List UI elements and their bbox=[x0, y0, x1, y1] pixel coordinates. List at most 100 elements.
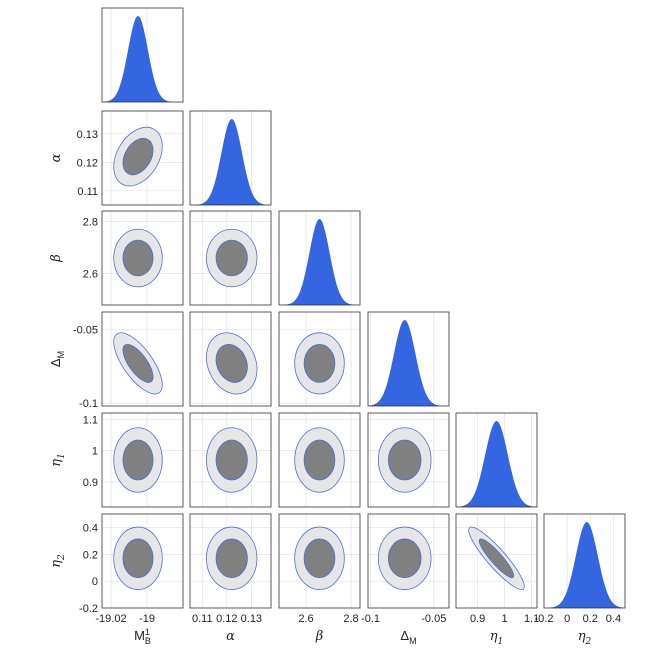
panel-frame bbox=[367, 311, 450, 407]
panel-frame bbox=[278, 210, 361, 306]
contour-68-MB-beta bbox=[122, 239, 154, 277]
panel-eta2-MB bbox=[101, 513, 184, 609]
x-tick-label-eta1: 1 bbox=[502, 613, 508, 625]
x-tick-label-MB: -19 bbox=[139, 613, 155, 625]
y-tick-label-eta2: 0.4 bbox=[83, 522, 98, 534]
x-axis-label-DeltaM: ΔM bbox=[400, 628, 416, 646]
x-tick-label-eta2: 0.2 bbox=[583, 613, 598, 625]
y-tick-label-eta1: 1.1 bbox=[83, 414, 98, 426]
panel-eta1-DeltaM bbox=[367, 412, 450, 508]
panel-DeltaM-MB bbox=[101, 311, 184, 407]
panel-eta2-DeltaM bbox=[367, 513, 450, 609]
y-axis-label-DeltaM: ΔM bbox=[48, 351, 66, 367]
panel-DeltaM-alpha bbox=[189, 311, 272, 407]
panel-frame bbox=[101, 210, 184, 306]
x-axis-label-alpha: α bbox=[226, 629, 235, 644]
panel-alpha-alpha bbox=[189, 110, 272, 206]
x-tick-label-alpha: 0.13 bbox=[241, 613, 262, 625]
y-tick-label-eta1: 0.9 bbox=[83, 477, 98, 489]
x-tick-label-DeltaM: -0.05 bbox=[421, 613, 446, 625]
contour-68-alpha-beta bbox=[215, 239, 248, 277]
panel-eta2-eta1 bbox=[455, 513, 538, 609]
marginal-density-alpha bbox=[190, 119, 271, 205]
panel-eta1-beta bbox=[278, 412, 361, 508]
y-tick-label-eta2: -0.2 bbox=[79, 603, 98, 615]
panel-frame bbox=[189, 210, 272, 306]
panel-frame bbox=[101, 412, 184, 508]
panel-beta-beta bbox=[278, 210, 361, 306]
panel-frame bbox=[455, 513, 538, 609]
panel-alpha-MB bbox=[101, 110, 184, 206]
panel-frame bbox=[367, 513, 450, 609]
panel-frame bbox=[189, 110, 272, 206]
contour-68-MB-eta2 bbox=[122, 538, 154, 579]
contour-68-DeltaM-eta2 bbox=[387, 538, 422, 579]
y-tick-label-alpha: 0.11 bbox=[77, 186, 98, 198]
y-axis-label-alpha: α bbox=[49, 153, 64, 162]
panel-frame bbox=[543, 513, 626, 609]
panel-eta2-eta2 bbox=[543, 513, 626, 609]
x-tick-label-MB: -19.02 bbox=[95, 613, 126, 625]
contour-68-beta-eta1 bbox=[303, 439, 336, 481]
contour-68-MB-DeltaM bbox=[122, 344, 154, 383]
y-tick-label-beta: 2.6 bbox=[83, 269, 98, 281]
panel-frame bbox=[455, 412, 538, 508]
y-tick-label-alpha: 0.12 bbox=[77, 157, 98, 169]
x-tick-label-eta1: 1.1 bbox=[524, 613, 539, 625]
x-tick-label-eta2: -0.2 bbox=[535, 613, 554, 625]
y-tick-label-eta1: 1 bbox=[92, 446, 98, 458]
panel-frame bbox=[101, 110, 184, 206]
x-tick-label-beta: 2.8 bbox=[343, 613, 358, 625]
contour-68-eta1-eta2 bbox=[478, 538, 515, 579]
contour-68-MB-alpha bbox=[122, 137, 154, 176]
panel-frame bbox=[367, 412, 450, 508]
x-tick-label-alpha: 0.11 bbox=[192, 613, 213, 625]
panel-frame bbox=[278, 412, 361, 508]
y-tick-label-eta2: 0 bbox=[92, 576, 98, 588]
panel-frame bbox=[189, 311, 272, 407]
panel-eta1-MB bbox=[101, 412, 184, 508]
x-axis-label-eta1: η1 bbox=[490, 629, 504, 647]
panel-frame bbox=[278, 513, 361, 609]
x-axis-label-beta: β bbox=[315, 629, 324, 644]
y-axis-label-beta: β bbox=[49, 254, 64, 263]
contour-68-beta-eta2 bbox=[303, 538, 336, 579]
panel-frame bbox=[101, 7, 184, 103]
panel-DeltaM-beta bbox=[278, 311, 361, 407]
panel-eta1-alpha bbox=[189, 412, 272, 508]
marginal-density-beta bbox=[279, 219, 360, 305]
marginal-density-eta2 bbox=[544, 522, 625, 608]
y-axis-label-eta1: η1 bbox=[49, 453, 67, 467]
x-axis-label-MB: M1 B bbox=[134, 627, 151, 646]
contour-68-MB-eta1 bbox=[122, 439, 154, 481]
y-tick-label-DeltaM: -0.05 bbox=[73, 325, 98, 337]
panel-eta2-alpha bbox=[189, 513, 272, 609]
panel-eta2-beta bbox=[278, 513, 361, 609]
panel-DeltaM-DeltaM bbox=[367, 311, 450, 407]
x-axis-label-eta2: η2 bbox=[578, 629, 592, 647]
panel-frame bbox=[101, 513, 184, 609]
contour-68-alpha-eta1 bbox=[215, 439, 248, 481]
panel-frame bbox=[278, 311, 361, 407]
x-tick-label-DeltaM: -0.1 bbox=[361, 613, 380, 625]
panel-frame bbox=[189, 513, 272, 609]
panel-frame bbox=[189, 412, 272, 508]
y-tick-label-alpha: 0.13 bbox=[77, 129, 98, 141]
marginal-density-DeltaM bbox=[368, 320, 449, 406]
panel-eta1-eta1 bbox=[455, 412, 538, 508]
contour-68-alpha-DeltaM bbox=[215, 344, 248, 383]
x-tick-label-eta2: 0.4 bbox=[606, 613, 621, 625]
x-tick-label-alpha: 0.12 bbox=[216, 613, 237, 625]
panel-beta-MB bbox=[101, 210, 184, 306]
y-tick-label-DeltaM: -0.1 bbox=[79, 398, 98, 410]
contour-68-beta-DeltaM bbox=[303, 344, 336, 383]
y-tick-label-eta2: 0.2 bbox=[83, 549, 98, 561]
panel-beta-alpha bbox=[189, 210, 272, 306]
panel-MB-MB bbox=[101, 7, 184, 103]
panel-frame bbox=[101, 311, 184, 407]
x-tick-label-eta2: 0 bbox=[564, 613, 570, 625]
y-axis-label-eta2: η2 bbox=[49, 554, 67, 568]
x-tick-label-eta1: 0.9 bbox=[470, 613, 485, 625]
marginal-density-MB bbox=[102, 16, 183, 103]
marginal-density-eta1 bbox=[456, 421, 537, 507]
